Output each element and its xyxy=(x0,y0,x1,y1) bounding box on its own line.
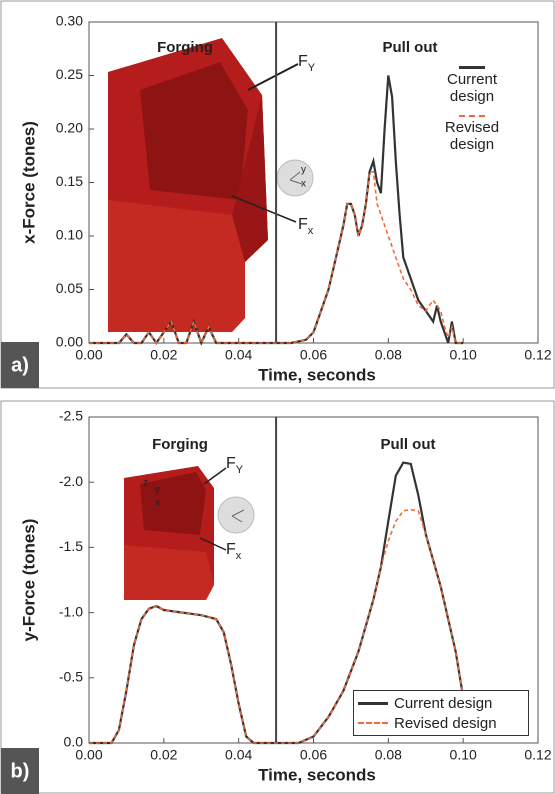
y-tick-label: 0.15 xyxy=(56,173,83,189)
triad-label: x xyxy=(155,498,160,509)
y-tick-label: 0.10 xyxy=(56,227,83,243)
x-tick-label: 0.04 xyxy=(225,747,252,763)
y-tick-label: -1.0 xyxy=(59,603,83,619)
legend-label: Current design xyxy=(432,71,512,105)
panel-label: a) xyxy=(11,354,29,376)
legend-swatch xyxy=(358,702,388,705)
annotation: Pull out xyxy=(381,436,436,453)
y-tick-label: 0.20 xyxy=(56,120,83,136)
y-tick-label: 0.00 xyxy=(56,334,83,350)
x-tick-label: 0.10 xyxy=(450,747,477,763)
legend-label: Revised design xyxy=(394,715,497,732)
force-label: Fx xyxy=(298,216,314,237)
model-illustration xyxy=(108,38,313,332)
triad-label: y xyxy=(155,485,160,496)
y-tick-label: 0.30 xyxy=(56,13,83,29)
legend-swatch xyxy=(358,722,388,724)
panel-label: b) xyxy=(11,760,30,782)
force-label: Fx xyxy=(226,541,242,562)
panel-frame xyxy=(1,1,554,388)
legend-entry: Revised design xyxy=(358,713,524,733)
force-subscript: Y xyxy=(236,464,244,476)
force-symbol: F xyxy=(226,455,236,472)
y-tick-label: -1.5 xyxy=(59,538,83,554)
legend-label: Current design xyxy=(394,695,492,712)
force-label: FY xyxy=(298,53,316,74)
force-symbol: F xyxy=(226,541,236,558)
x-tick-label: 0.08 xyxy=(375,347,402,363)
x-tick-label: 0.10 xyxy=(450,347,477,363)
force-subscript: Y xyxy=(308,62,316,74)
x-tick-label: 0.02 xyxy=(150,347,177,363)
triad-label: y xyxy=(301,165,306,176)
y-tick-label: 0.0 xyxy=(64,734,84,750)
triad-label: z xyxy=(143,478,148,489)
legend-label: Revised design xyxy=(432,119,512,153)
legend: Current design Revised design xyxy=(432,66,512,163)
annotation: Forging xyxy=(157,39,213,56)
y-axis-title: y-Force (tones) xyxy=(19,519,38,642)
y-tick-label: 0.25 xyxy=(56,66,83,82)
x-tick-label: 0.08 xyxy=(375,747,402,763)
y-tick-label: 0.05 xyxy=(56,280,83,296)
legend: Current design Revised design xyxy=(353,690,529,736)
x-tick-label: 0.06 xyxy=(300,347,327,363)
y-tick-label: -2.0 xyxy=(59,473,83,489)
x-axis-title: Time, seconds xyxy=(258,765,376,784)
force-symbol: F xyxy=(298,216,308,233)
x-tick-label: 0.02 xyxy=(150,747,177,763)
y-tick-label: -2.5 xyxy=(59,408,83,424)
figure: 0.000.020.040.060.080.100.120.000.050.10… xyxy=(0,0,555,794)
legend-entry: Current design xyxy=(358,693,524,713)
legend-swatch xyxy=(459,66,485,69)
force-symbol: F xyxy=(298,53,308,70)
force-subscript: x xyxy=(308,225,314,237)
y-axis-title: x-Force (tones) xyxy=(19,121,38,244)
x-tick-label: 0.12 xyxy=(524,747,551,763)
annotation: Forging xyxy=(152,436,208,453)
legend-entry: Current design xyxy=(432,66,512,105)
x-axis-title: Time, seconds xyxy=(258,365,376,384)
x-tick-label: 0.04 xyxy=(225,347,252,363)
y-tick-label: -0.5 xyxy=(59,669,83,685)
x-tick-label: 0.12 xyxy=(524,347,551,363)
legend-entry: Revised design xyxy=(432,115,512,153)
x-tick-label: 0.06 xyxy=(300,747,327,763)
legend-swatch xyxy=(459,115,485,117)
force-label: FY xyxy=(226,455,244,476)
triad-label: x xyxy=(301,179,306,190)
annotation: Pull out xyxy=(383,39,438,56)
force-subscript: x xyxy=(236,550,242,562)
